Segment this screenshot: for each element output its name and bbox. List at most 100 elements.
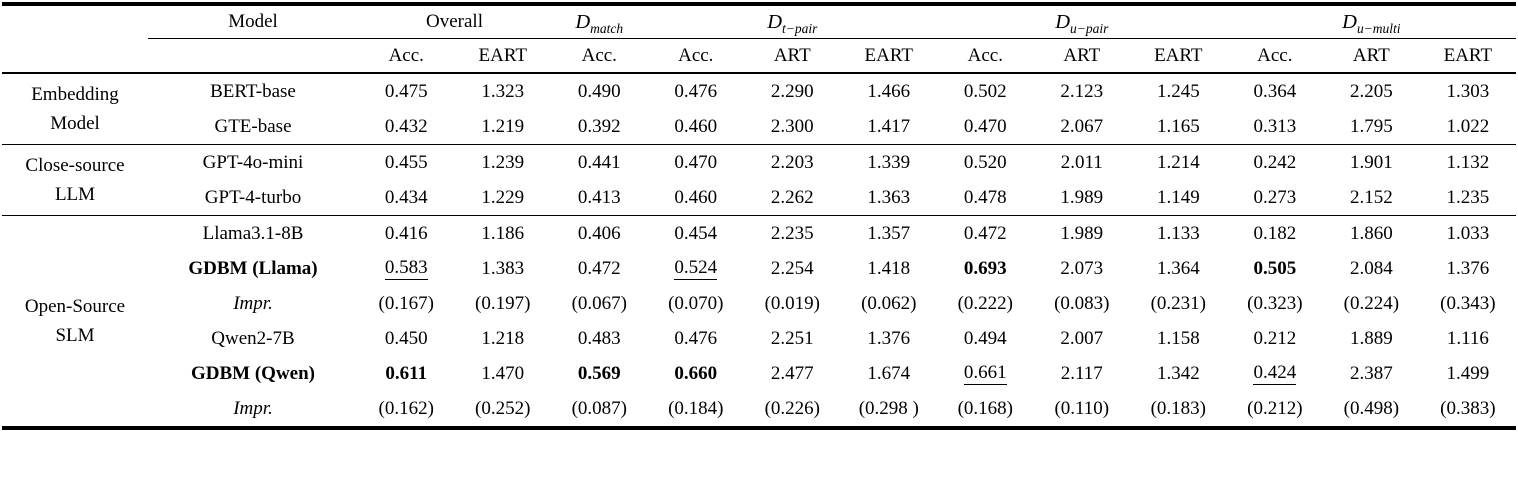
metric-header-overall-acc: Acc. xyxy=(358,38,455,74)
value-text: 1.149 xyxy=(1156,186,1200,208)
value-text: 0.454 xyxy=(674,222,718,244)
value-cell: 0.483 xyxy=(551,321,648,356)
value-cell: (0.343) xyxy=(1420,286,1517,321)
d-u-multi-subscript: u−multi xyxy=(1356,20,1401,36)
value-text: (0.083) xyxy=(1054,292,1110,314)
value-cell: 0.416 xyxy=(358,216,455,252)
table-row: Open-Source SLM Llama3.1-8B 0.416 1.186 0.406… xyxy=(2,215,1516,430)
value-cell: 1.132 xyxy=(1420,145,1517,181)
value-cell: 1.116 xyxy=(1420,321,1517,356)
value-cell: 0.470 xyxy=(648,145,745,181)
value-text: 1.218 xyxy=(481,327,525,349)
value-cell: 0.502 xyxy=(937,73,1034,109)
value-cell: (0.252) xyxy=(454,391,552,430)
value-text: 1.214 xyxy=(1156,151,1200,173)
value-cell: 2.300 xyxy=(744,109,841,145)
value-text: 2.387 xyxy=(1349,362,1393,384)
col-group-overall: Overall xyxy=(358,4,552,39)
value-text: 0.416 xyxy=(384,222,428,244)
value-text: 1.860 xyxy=(1349,222,1393,244)
value-cell: 0.455 xyxy=(358,145,455,181)
value-text: 0.432 xyxy=(384,115,428,137)
value-text: 0.212 xyxy=(1253,327,1297,349)
metric-header-overall-eart: EART xyxy=(454,38,552,74)
metric-header-t-pair-eart: EART xyxy=(840,38,938,74)
value-cell: 2.290 xyxy=(744,73,841,109)
value-text: 2.203 xyxy=(770,151,814,173)
value-cell: 1.214 xyxy=(1130,145,1227,181)
col-group-overall-label: Overall xyxy=(426,11,483,32)
value-text: 1.363 xyxy=(867,186,911,208)
model-name: GDBM (Qwen) xyxy=(190,362,315,384)
value-text: 1.418 xyxy=(867,257,911,279)
value-text: 1.158 xyxy=(1156,327,1200,349)
value-cell: 2.254 xyxy=(744,251,841,286)
metric-header-t-pair-art: ART xyxy=(744,38,841,74)
value-bold: 0.660 xyxy=(674,362,718,384)
value-text: 2.235 xyxy=(770,222,814,244)
value-cell: 0.406 xyxy=(551,216,648,252)
metric-header-u-multi-art: ART xyxy=(1323,38,1420,74)
value-text: (0.222) xyxy=(957,292,1013,314)
value-cell: 1.239 xyxy=(455,145,552,181)
value-text: 2.073 xyxy=(1060,257,1104,279)
value-text: (0.343) xyxy=(1440,292,1496,314)
col-group-model: Model xyxy=(148,4,358,39)
value-cell: 1.357 xyxy=(841,216,938,252)
value-cell: 2.117 xyxy=(1034,356,1131,391)
value-cell: 1.342 xyxy=(1130,356,1227,391)
metric-header-u-pair-acc: Acc. xyxy=(937,38,1034,74)
value-text: 2.290 xyxy=(770,80,814,102)
value-text: 1.033 xyxy=(1446,222,1490,244)
value-bold: 0.569 xyxy=(577,362,621,384)
value-text: 0.406 xyxy=(577,222,621,244)
value-cell: (0.019) xyxy=(744,286,841,321)
value-text: (0.197) xyxy=(475,292,531,314)
d-t-pair-subscript: t−pair xyxy=(782,20,818,36)
value-text: 0.450 xyxy=(384,327,428,349)
value-text: (0.212) xyxy=(1247,397,1303,419)
spacer-cell xyxy=(2,38,148,74)
col-group-d-match: Dmatch xyxy=(551,4,648,39)
value-cell: (0.062) xyxy=(841,286,938,321)
value-text: (0.019) xyxy=(764,292,820,314)
value-text: 2.123 xyxy=(1060,80,1104,102)
value-text: 2.007 xyxy=(1060,327,1104,349)
value-cell: 0.273 xyxy=(1226,180,1324,216)
value-cell: 1.470 xyxy=(455,356,552,391)
col-group-model-label: Model xyxy=(228,11,278,32)
value-cell: 1.417 xyxy=(840,109,938,145)
value-cell: 1.364 xyxy=(1130,251,1227,286)
value-text: 2.117 xyxy=(1060,362,1103,384)
value-text: 0.470 xyxy=(963,115,1007,137)
column-group-header-row: Model Overall Dmatch Dt−pair Du−pair Du−… xyxy=(2,4,1517,39)
row-group-label: Embedding Model xyxy=(2,73,148,145)
value-cell: 1.860 xyxy=(1323,216,1420,252)
value-cell: 0.460 xyxy=(647,180,745,216)
value-cell: 2.007 xyxy=(1034,321,1131,356)
value-text: 1.376 xyxy=(1446,257,1490,279)
value-text: 0.476 xyxy=(674,80,718,102)
math-script-d: D xyxy=(767,10,782,33)
value-cell: 2.251 xyxy=(744,321,841,356)
value-text: (0.070) xyxy=(668,292,724,314)
row-group-label: Close-source LLM xyxy=(2,144,148,216)
value-cell: 0.569 xyxy=(551,356,648,391)
d-match-subscript: match xyxy=(590,20,624,36)
value-cell: 0.478 xyxy=(937,180,1034,216)
value-cell: (0.067) xyxy=(551,286,648,321)
value-text: 1.219 xyxy=(481,115,525,137)
value-cell: 2.152 xyxy=(1323,180,1420,216)
value-cell: 2.235 xyxy=(744,216,841,252)
value-cell: 1.376 xyxy=(1420,251,1517,286)
value-text: (0.168) xyxy=(957,397,1013,419)
value-cell: 1.889 xyxy=(1323,321,1420,356)
value-bold: 0.505 xyxy=(1253,257,1297,279)
value-cell: 1.235 xyxy=(1419,180,1517,216)
value-text: 0.434 xyxy=(384,186,428,208)
value-cell: 0.583 xyxy=(358,251,455,286)
model-name: Llama3.1-8B xyxy=(202,222,304,244)
value-cell: 0.313 xyxy=(1226,109,1324,145)
value-cell: (0.167) xyxy=(358,286,455,321)
